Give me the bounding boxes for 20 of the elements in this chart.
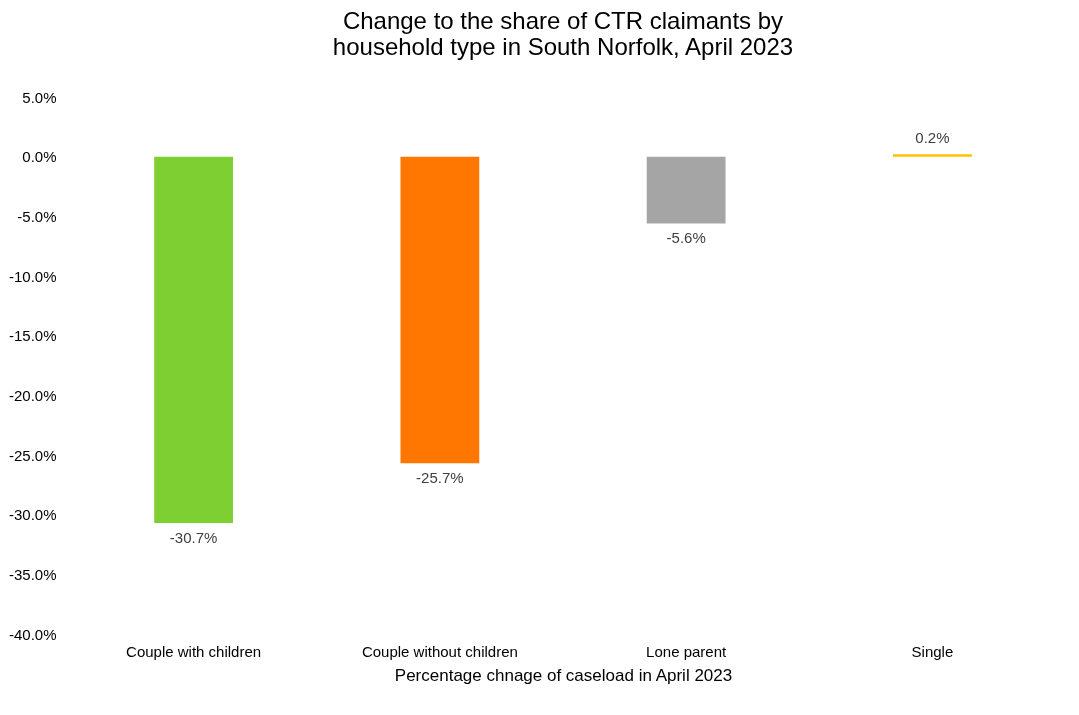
x-tick-label: Couple with children xyxy=(126,642,262,660)
data-label: -5.6% xyxy=(666,229,706,247)
data-label: -30.7% xyxy=(169,529,218,547)
y-tick-label: -5.0% xyxy=(17,207,57,225)
data-label: -25.7% xyxy=(416,469,464,487)
y-tick-label: -30.0% xyxy=(8,506,57,524)
x-tick-label: Single xyxy=(911,642,954,660)
chart-title: Change to the share of CTR claimants by household type in South Norfolk, April 2023 xyxy=(332,7,794,60)
y-tick-label: 0.0% xyxy=(22,148,57,166)
y-tick-label: -10.0% xyxy=(8,267,57,285)
y-tick-label: 5.0% xyxy=(22,88,57,106)
x-tick-label: Lone parent xyxy=(646,642,727,660)
y-tick-label: -20.0% xyxy=(8,386,57,404)
x-axis-title: Percentage chnage of caseload in April 2023 xyxy=(394,665,733,685)
data-label: 0.2% xyxy=(915,129,950,147)
x-tick-label: Couple without children xyxy=(361,642,518,660)
y-tick-label: -35.0% xyxy=(8,565,57,583)
y-tick-label: -25.0% xyxy=(8,446,57,464)
y-tick-label: -15.0% xyxy=(8,327,57,345)
y-tick-label: -40.0% xyxy=(8,625,57,643)
